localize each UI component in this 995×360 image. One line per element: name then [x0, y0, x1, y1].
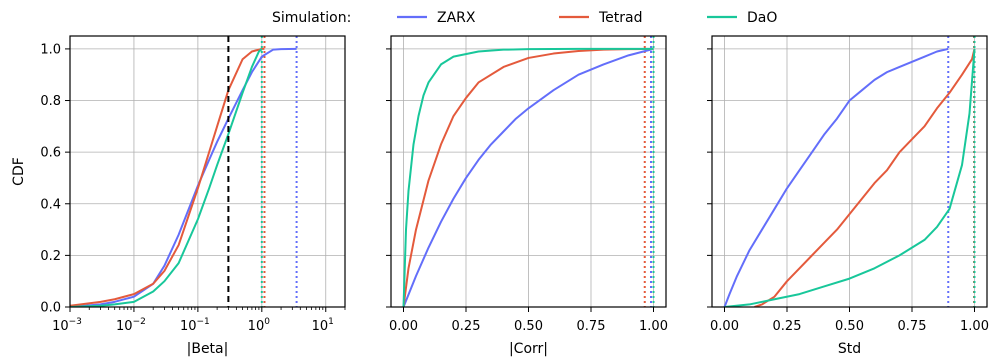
- x-tick-label: 0.00: [710, 319, 739, 334]
- y-axis-label: CDF: [11, 157, 27, 186]
- y-tick-label: 0.2: [40, 249, 61, 264]
- x-tick-label: 0.75: [898, 319, 927, 334]
- x-tick-label: 101: [312, 317, 334, 334]
- x-tick-label: 0.75: [577, 319, 606, 334]
- axes-frame: [69, 35, 346, 308]
- x-tick-label: 10−1: [180, 317, 210, 334]
- panel-std: 0.00 0.25 0.50 0.75 1.00 Std: [707, 35, 989, 357]
- series-tetrad: [754, 48, 976, 307]
- x-tick-label: 0.50: [835, 319, 864, 334]
- legend-label: Tetrad: [598, 10, 643, 26]
- panel-corr: 0.00 0.25 0.50 0.75 1.00 |Corr|: [386, 35, 668, 357]
- grid: [712, 36, 987, 308]
- x-axis-label: |Beta|: [187, 341, 229, 357]
- series-tetrad: [402, 47, 654, 307]
- y-tick-label: 0.0: [40, 301, 61, 316]
- series-zarx: [402, 47, 654, 307]
- x-axis-label: Std: [838, 341, 861, 357]
- legend-entry-tetrad: Tetrad: [559, 10, 643, 26]
- x-tick-label: 0.25: [452, 319, 481, 334]
- legend-entry-dao: DaO: [707, 10, 777, 26]
- y-tick-label: 0.6: [40, 146, 61, 161]
- y-tick-label: 1.0: [40, 42, 61, 57]
- x-tick-label: 1.00: [960, 319, 989, 334]
- series-dao: [70, 48, 263, 307]
- panel-beta: 10−3 10−2 10−1 100 101 0.0 0.2 0.4 0.6 0.8 1.0 |Bet…: [11, 35, 346, 357]
- x-tick-label: 100: [248, 317, 271, 334]
- legend-entry-zarx: ZARX: [397, 10, 476, 26]
- legend: Simulation: ZARX Tetrad DaO: [272, 10, 777, 26]
- legend-title: Simulation:: [272, 10, 351, 26]
- x-tick-label: 0.50: [514, 319, 543, 334]
- legend-label: ZARX: [437, 10, 476, 26]
- x-axis-label: |Corr|: [509, 341, 548, 357]
- series-tetrad: [70, 47, 265, 307]
- y-tick-label: 0.4: [40, 197, 61, 212]
- series-zarx: [70, 47, 297, 307]
- y-tick-label: 0.8: [40, 94, 61, 109]
- series-zarx: [723, 47, 949, 307]
- legend-label: DaO: [747, 10, 777, 26]
- series-dao: [402, 47, 654, 307]
- grid: [69, 36, 345, 308]
- x-tick-label: 0.25: [773, 319, 802, 334]
- x-tick-label: 0.00: [389, 319, 418, 334]
- series-dao: [724, 48, 976, 307]
- x-tick-label: 1.00: [639, 319, 668, 334]
- x-tick-label: 10−2: [116, 317, 146, 334]
- x-tick-label: 10−3: [52, 317, 82, 334]
